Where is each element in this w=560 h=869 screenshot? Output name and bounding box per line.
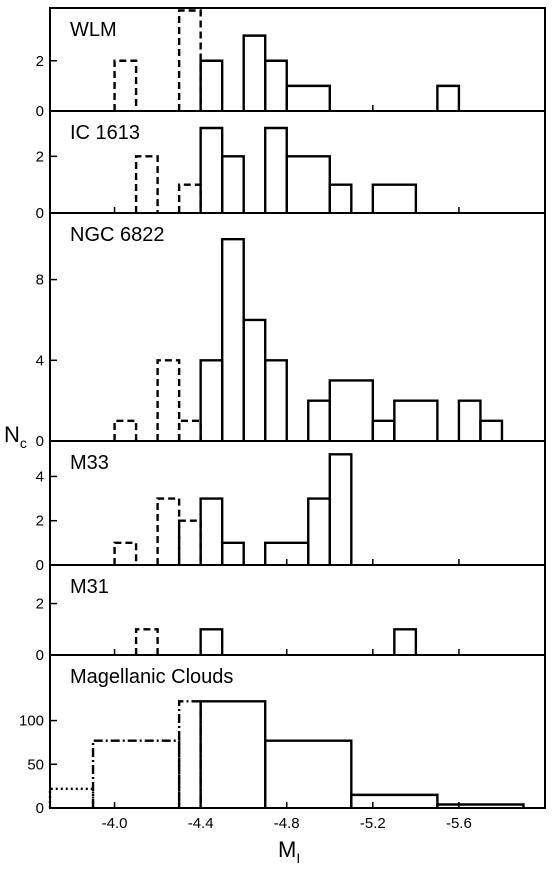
- histogram-bin-solid: [264, 739, 353, 808]
- y-tick-label: 8: [36, 272, 44, 289]
- x-tick-label: -4.4: [188, 815, 214, 832]
- histogram-bin-solid: [285, 84, 331, 111]
- x-tick-label: -5.2: [360, 815, 386, 832]
- histogram-bin-solid: [436, 803, 525, 808]
- x-tick-label: -4.8: [274, 815, 300, 832]
- panel-ic-1613: IC 1613 0 2: [36, 110, 546, 222]
- x-tick-label: -5.6: [446, 815, 472, 832]
- histogram-bin-dashed: [177, 419, 202, 441]
- histogram-bin-dashed: [113, 419, 138, 441]
- histogram-bin-solid: [371, 419, 396, 441]
- panel-frame: [49, 564, 546, 656]
- y-tick-label: 0: [36, 647, 44, 664]
- histogram-bin-dashed: [177, 519, 202, 565]
- histogram-bin-dashed: [134, 155, 159, 213]
- panel-magellanic-clouds: Magellanic Clouds 0 50 100: [19, 654, 546, 817]
- histogram-bin-solid: [264, 359, 288, 441]
- y-tick-label: 50: [27, 756, 44, 773]
- y-tick-label: 0: [36, 557, 44, 574]
- panel-title: IC 1613: [70, 122, 140, 144]
- histogram-bin-solid: [199, 59, 224, 111]
- panel-m31: M31 0 2: [36, 564, 546, 664]
- histogram-bin-dashdot: [91, 739, 181, 808]
- histogram-bin-solid: [328, 453, 353, 565]
- histogram-bin-solid: [457, 399, 482, 441]
- histogram-bin-solid: [328, 183, 353, 213]
- panel-title: WLM: [70, 19, 117, 41]
- histogram-bin-solid: [264, 59, 288, 111]
- histogram-bin-solid: [328, 379, 375, 441]
- histogram-bin-solid: [479, 419, 504, 441]
- histogram-bin-solid: [199, 700, 267, 808]
- histogram-bin-solid: [199, 497, 224, 565]
- histogram-bin-solid: [199, 126, 224, 213]
- panel-title: M33: [70, 452, 109, 474]
- histogram-bin-dashed: [113, 541, 138, 565]
- x-axis-label: MI: [278, 837, 300, 866]
- x-axis-label-main: M: [278, 837, 296, 862]
- histogram-bin-dashed: [156, 359, 181, 441]
- histogram-bin-solid: [199, 628, 224, 655]
- y-axis-label: Nc: [4, 422, 27, 451]
- y-axis-label-subscript: c: [20, 435, 27, 451]
- histogram-bin-solid: [393, 628, 418, 655]
- histogram-bin-solid: [220, 541, 245, 565]
- y-tick-label: 4: [36, 468, 44, 485]
- panel-frame: [49, 7, 546, 112]
- y-tick-label: 0: [36, 433, 44, 450]
- y-tick-label: 0: [36, 205, 44, 222]
- histogram-bin-solid: [242, 318, 267, 441]
- y-tick-label: 0: [36, 103, 44, 120]
- histogram-bin-dotted: [48, 787, 95, 808]
- panel-ngc-6822: NGC 6822 0 4 8: [36, 212, 546, 450]
- panel-title: NGC 6822: [70, 224, 165, 246]
- panel-frame: [49, 212, 546, 442]
- panel-frame: [49, 440, 546, 566]
- x-axis: -4.0 -4.4 -4.8 -5.2 -5.6: [102, 105, 472, 832]
- panels-layer: WLM 0 2 IC 1613 0 2 NGC 6822 0 4 8 M33 0 2 4 M31 0 2 Mage…: [19, 7, 546, 817]
- histogram-bin-solid: [199, 359, 224, 441]
- histogram-bin-dashed: [113, 59, 138, 111]
- histogram-bin-dashed: [177, 9, 202, 111]
- panel-frame: [49, 654, 546, 809]
- histogram-bin-solid: [350, 793, 439, 808]
- x-tick-label: -4.0: [102, 815, 128, 832]
- y-tick-label: 2: [36, 513, 44, 530]
- histogram-bin-solid: [307, 399, 331, 441]
- histogram-bin-solid: [264, 126, 288, 213]
- y-tick-label: 2: [36, 148, 44, 165]
- histogram-bin-solid: [436, 84, 461, 111]
- y-tick-label: 0: [36, 800, 44, 817]
- panel-m33: M33 0 2 4: [36, 440, 546, 574]
- y-tick-label: 100: [19, 713, 44, 730]
- histogram-bin-solid: [307, 497, 331, 565]
- histogram-bin-dashed: [177, 183, 202, 213]
- y-tick-label: 2: [36, 53, 44, 70]
- panel-title: Magellanic Clouds: [70, 666, 233, 688]
- x-axis-label-subscript: I: [296, 850, 300, 866]
- panel-wlm: WLM 0 2: [36, 7, 546, 120]
- histogram-bin-solid: [285, 155, 331, 213]
- y-tick-label: 4: [36, 352, 44, 369]
- histogram-bin-solid: [371, 183, 418, 213]
- y-tick-label: 2: [36, 596, 44, 613]
- y-axis-label-main: N: [4, 422, 20, 447]
- histogram-bin-dashed: [156, 497, 181, 565]
- histogram-bin-solid: [242, 34, 267, 111]
- histogram-bin-dashed: [134, 628, 159, 655]
- histogram-bin-solid: [220, 238, 245, 441]
- panel-title: M31: [70, 576, 109, 598]
- histogram-bin-solid: [393, 399, 439, 441]
- histogram-bin-solid: [220, 155, 245, 213]
- histogram-bin-dashdot: [177, 700, 202, 808]
